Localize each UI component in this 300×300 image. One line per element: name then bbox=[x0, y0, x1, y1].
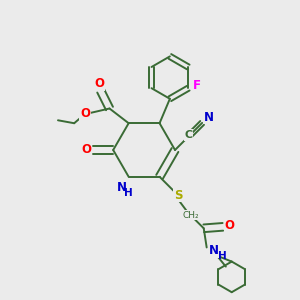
Text: N: N bbox=[204, 110, 214, 124]
Text: CH₂: CH₂ bbox=[183, 211, 200, 220]
Text: F: F bbox=[193, 79, 201, 92]
Text: N: N bbox=[117, 181, 127, 194]
Text: S: S bbox=[174, 189, 182, 202]
Text: H: H bbox=[218, 251, 226, 261]
Text: O: O bbox=[224, 219, 234, 232]
Text: N: N bbox=[209, 244, 219, 257]
Text: H: H bbox=[124, 188, 132, 198]
Text: O: O bbox=[81, 143, 91, 156]
Text: O: O bbox=[80, 107, 90, 120]
Text: C: C bbox=[184, 130, 193, 140]
Text: O: O bbox=[94, 77, 104, 90]
